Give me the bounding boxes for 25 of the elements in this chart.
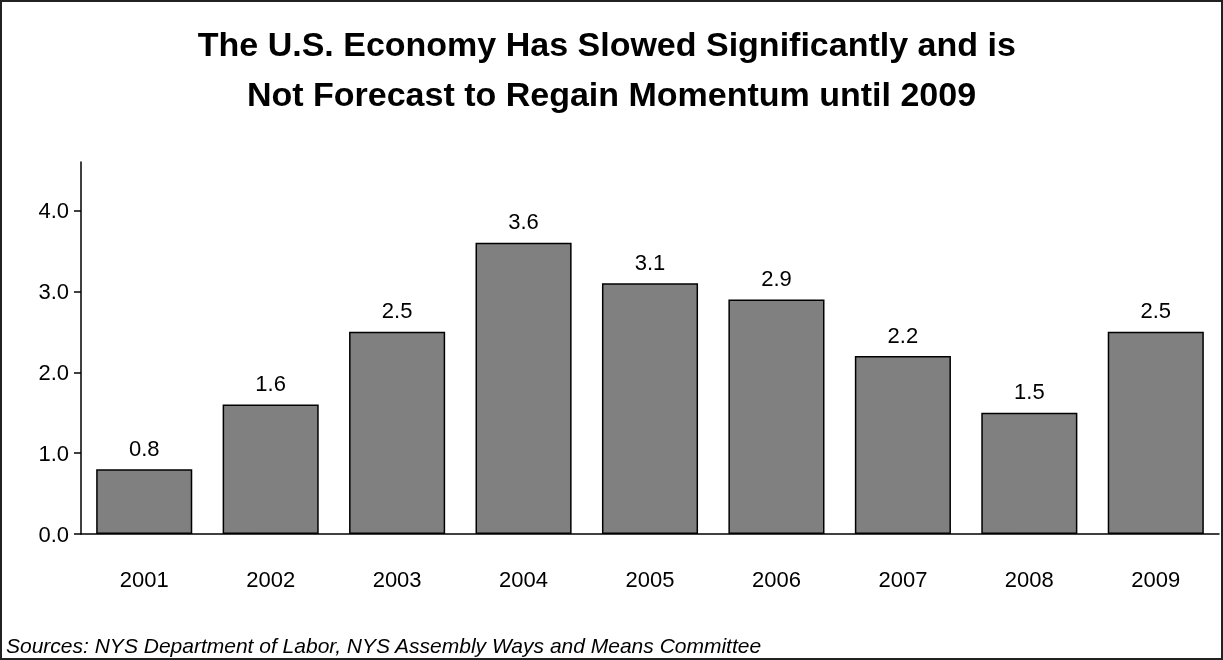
data-label: 2.5 [1140, 298, 1172, 324]
data-label: 2.5 [381, 298, 413, 324]
x-tick-label: 2002 [246, 566, 296, 592]
source-note: Sources: NYS Department of Labor, NYS Assembly Ways and Means Committee [6, 634, 762, 657]
data-label: 2.2 [887, 322, 919, 348]
x-tick-label: 2003 [372, 566, 422, 592]
x-tick-label: 2001 [119, 566, 169, 592]
x-tick-label: 2007 [878, 566, 928, 592]
x-tick-label: 2009 [1131, 566, 1181, 592]
data-label: 1.6 [255, 371, 286, 397]
chart-title: The U.S. Economy Has Slowed Significantly and is Not Forecast to Regain Momentum until 2009 [197, 25, 1026, 113]
y-tick-label: 3.0 [38, 278, 69, 304]
data-label: 0.8 [128, 435, 160, 461]
data-label: 2.9 [761, 265, 792, 291]
data-label: 3.6 [508, 209, 539, 235]
x-tick-label: 2008 [1004, 566, 1054, 592]
y-tick-label: 0.0 [38, 521, 69, 547]
y-tick-label: 2.0 [38, 359, 69, 385]
x-tick-label: 2004 [499, 566, 549, 592]
y-tick-label: 1.0 [38, 440, 69, 466]
y-tick-label: 4.0 [38, 198, 69, 224]
data-label: 3.1 [634, 249, 666, 275]
x-tick-label: 2006 [751, 566, 801, 592]
x-tick-label: 2005 [625, 566, 675, 592]
data-label: 1.5 [1014, 379, 1045, 405]
